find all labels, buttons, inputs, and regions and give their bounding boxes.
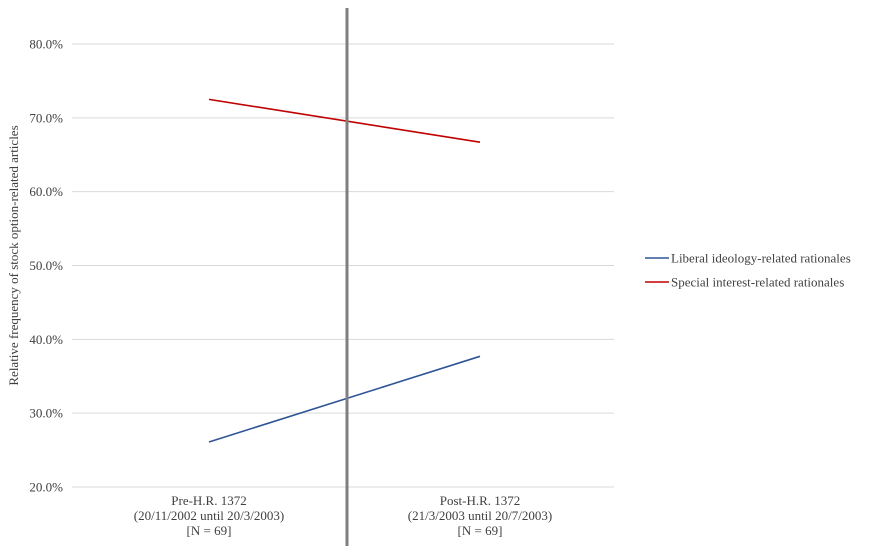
x-tick-label: Pre-H.R. 1372(20/11/2002 until 20/3/2003… [134,493,284,538]
legend-item: Special interest-related rationales [645,275,844,290]
x-tick-label-line: [N = 69] [187,523,232,538]
gridlines [72,43,614,488]
x-tick-label-line: (21/3/2003 until 20/7/2003) [408,508,552,523]
legend: Liberal ideology-related rationales Speci… [645,251,851,290]
y-tick-label: 70.0% [29,110,63,125]
legend-label: Special interest-related rationales [671,275,844,290]
series-line [208,98,481,143]
y-tick-label: 30.0% [29,406,63,421]
y-axis-label: Relative frequency of stock option-relat… [6,125,21,385]
series-lines [208,98,481,443]
x-tick-label-line: [N = 69] [458,523,503,538]
y-axis-ticks: 20.0% 30.0% 40.0% 50.0% 60.0% 70.0% 80.0% [29,37,63,495]
y-axis-label-group: Relative frequency of stock option-relat… [6,125,21,385]
y-tick-label: 50.0% [29,258,63,273]
y-tick-label: 80.0% [29,37,63,52]
series-line [208,355,481,443]
x-tick-label-line: (20/11/2002 until 20/3/2003) [134,508,284,523]
y-tick-label: 60.0% [29,184,63,199]
legend-item: Liberal ideology-related rationales [645,251,851,266]
y-tick-label: 40.0% [29,332,63,347]
y-tick-label: 20.0% [29,480,63,495]
x-tick-label-line: Post-H.R. 1372 [440,493,521,508]
legend-label: Liberal ideology-related rationales [671,251,851,266]
x-tick-label: Post-H.R. 1372(21/3/2003 until 20/7/2003… [408,493,552,538]
x-tick-label-line: Pre-H.R. 1372 [171,493,246,508]
x-axis-ticks: Pre-H.R. 1372(20/11/2002 until 20/3/2003… [134,493,552,538]
